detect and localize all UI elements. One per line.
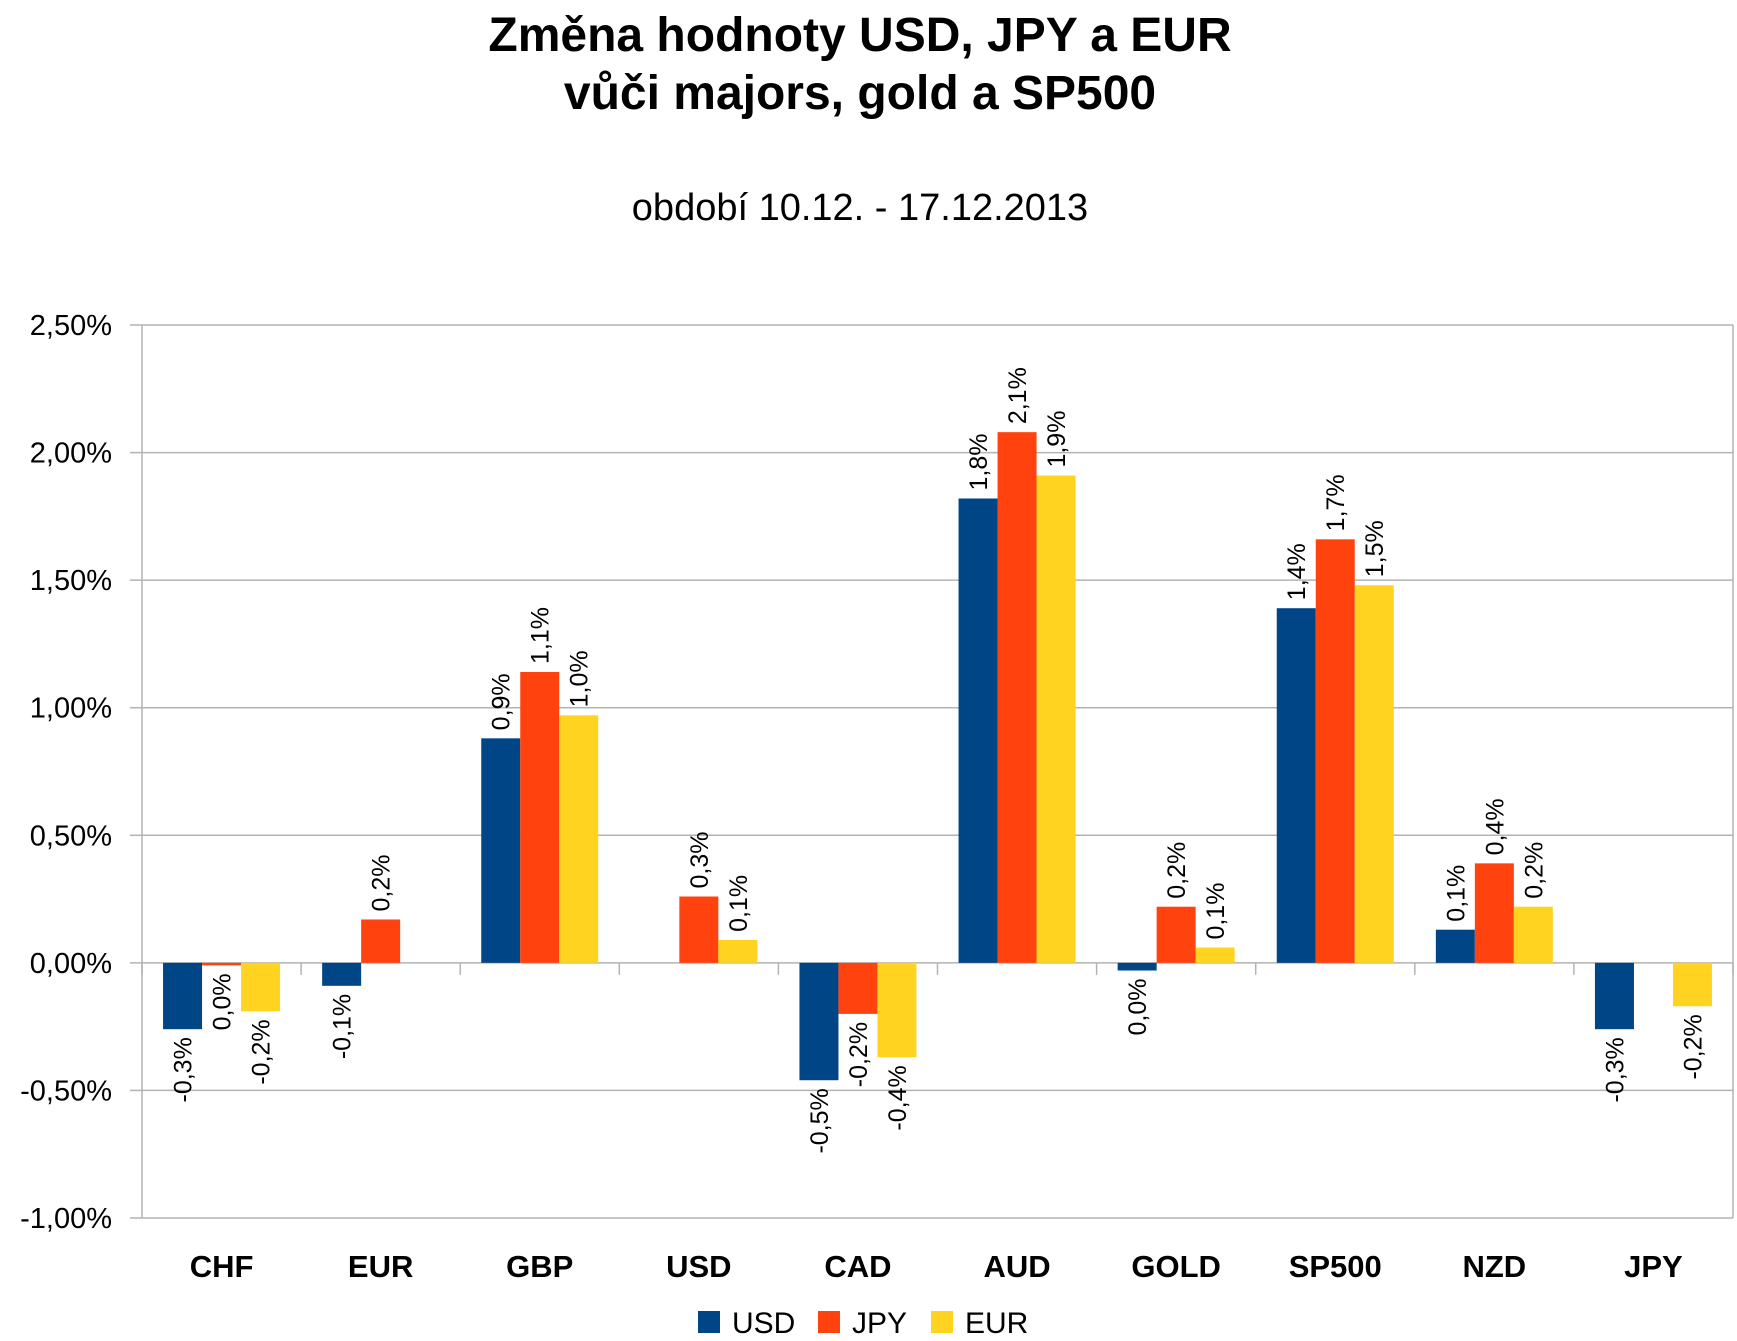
bar-usd-chf bbox=[163, 962, 203, 1030]
data-label: -0,4% bbox=[884, 1065, 912, 1130]
data-label: -0,2% bbox=[845, 1022, 873, 1087]
y-tick-label: 1,00% bbox=[30, 693, 112, 725]
data-label: -0,2% bbox=[1679, 1014, 1707, 1079]
x-tick-label: EUR bbox=[348, 1249, 413, 1284]
bar-usd-nzd bbox=[1435, 929, 1475, 963]
bar-eur-aud bbox=[1036, 475, 1076, 963]
y-tick-label: 0,00% bbox=[30, 948, 112, 980]
bar-jpy-gbp bbox=[520, 671, 560, 963]
chart-title-line-2: vůči majors, gold a SP500 bbox=[564, 67, 1156, 120]
data-label: -0,3% bbox=[170, 1037, 198, 1102]
bar-jpy-eur bbox=[361, 919, 401, 963]
bar-eur-chf bbox=[241, 962, 281, 1012]
bar-usd-gold bbox=[1117, 962, 1157, 971]
chart-subtitle: období 10.12. - 17.12.2013 bbox=[632, 187, 1088, 229]
bar-usd-cad bbox=[799, 962, 839, 1081]
bar-eur-jpy bbox=[1672, 962, 1712, 1007]
data-label: 1,1% bbox=[527, 607, 555, 664]
legend-swatch-eur bbox=[931, 1311, 953, 1333]
data-label: -0,3% bbox=[1601, 1037, 1629, 1102]
data-label: 0,3% bbox=[686, 832, 714, 889]
data-label: 1,9% bbox=[1043, 411, 1071, 468]
y-tick-label: -1,00% bbox=[20, 1203, 112, 1235]
legend: USD JPY EUR bbox=[698, 1307, 1028, 1340]
bar-eur-cad bbox=[877, 962, 917, 1058]
data-label: 1,8% bbox=[965, 434, 993, 491]
data-label: 2,1% bbox=[1004, 367, 1032, 424]
data-label: -0,1% bbox=[329, 994, 357, 1059]
data-label: -0,5% bbox=[806, 1088, 834, 1153]
bar-jpy-cad bbox=[838, 962, 878, 1014]
y-tick-label: 2,50% bbox=[30, 310, 112, 342]
data-label: 0,1% bbox=[1202, 883, 1230, 940]
x-tick-label: SP500 bbox=[1289, 1249, 1382, 1284]
legend-label-usd: USD bbox=[732, 1307, 795, 1340]
data-label: 0,2% bbox=[1163, 842, 1191, 899]
y-tick-label: -0,50% bbox=[20, 1075, 112, 1107]
data-label: -0,2% bbox=[248, 1019, 276, 1084]
bar-jpy-aud bbox=[997, 432, 1037, 963]
legend-label-jpy: JPY bbox=[852, 1307, 907, 1340]
bar-usd-gbp bbox=[481, 738, 521, 963]
bar-eur-gbp bbox=[559, 715, 599, 963]
y-tick-label: 0,50% bbox=[30, 820, 112, 852]
bar-usd-sp500 bbox=[1276, 608, 1316, 963]
bar-jpy-chf bbox=[202, 962, 242, 966]
bars-layer bbox=[163, 432, 1712, 1081]
bar-usd-eur bbox=[322, 962, 362, 986]
data-label: 0,0% bbox=[1124, 979, 1152, 1036]
data-label: 1,0% bbox=[566, 650, 594, 707]
chart-title-line-1: Změna hodnoty USD, JPY a EUR bbox=[488, 9, 1231, 62]
y-tick-label: 1,50% bbox=[30, 565, 112, 597]
x-tick-label: JPY bbox=[1624, 1249, 1683, 1284]
bar-eur-nzd bbox=[1513, 906, 1553, 963]
data-label: 0,9% bbox=[488, 673, 516, 730]
axis-layer: 2,50% 2,00% 1,50% 1,00% 0,50% 0,00% -0,50% -1,0… bbox=[20, 310, 1734, 1284]
x-tick-label: CAD bbox=[824, 1249, 891, 1284]
bar-usd-aud bbox=[958, 498, 998, 963]
bar-eur-usd bbox=[718, 939, 758, 963]
bar-jpy-sp500 bbox=[1315, 539, 1355, 963]
data-label: 1,7% bbox=[1322, 474, 1350, 531]
data-label: 0,1% bbox=[725, 875, 753, 932]
bar-eur-sp500 bbox=[1354, 585, 1394, 963]
data-label: 0,0% bbox=[209, 973, 237, 1030]
x-tick-label: NZD bbox=[1462, 1249, 1526, 1284]
bar-jpy-gold bbox=[1156, 906, 1196, 963]
x-tick-label: GBP bbox=[506, 1249, 573, 1284]
data-label: 0,4% bbox=[1481, 798, 1509, 855]
bar-jpy-usd bbox=[679, 896, 719, 963]
data-label: 1,5% bbox=[1361, 520, 1389, 577]
data-labels-layer: -0,3% 0,0% -0,2% -0,1% 0,2% 0,9% 1,1% 1,0% 0,3% 0… bbox=[170, 367, 1708, 1153]
data-label: 0,2% bbox=[368, 854, 396, 911]
x-tick-label: AUD bbox=[983, 1249, 1050, 1284]
x-tick-label: CHF bbox=[190, 1249, 254, 1284]
y-tick-label: 2,00% bbox=[30, 438, 112, 470]
data-label: 0,1% bbox=[1442, 865, 1470, 922]
legend-swatch-usd bbox=[698, 1311, 720, 1333]
bar-eur-gold bbox=[1195, 947, 1235, 963]
x-tick-label: GOLD bbox=[1131, 1249, 1221, 1284]
legend-label-eur: EUR bbox=[965, 1307, 1028, 1340]
grid-layer bbox=[142, 324, 1733, 1219]
bar-usd-jpy bbox=[1594, 962, 1634, 1030]
bar-jpy-nzd bbox=[1474, 863, 1514, 963]
data-label: 0,2% bbox=[1520, 842, 1548, 899]
data-label: 1,4% bbox=[1283, 543, 1311, 600]
x-tick-label: USD bbox=[666, 1249, 731, 1284]
legend-swatch-jpy bbox=[818, 1311, 840, 1333]
